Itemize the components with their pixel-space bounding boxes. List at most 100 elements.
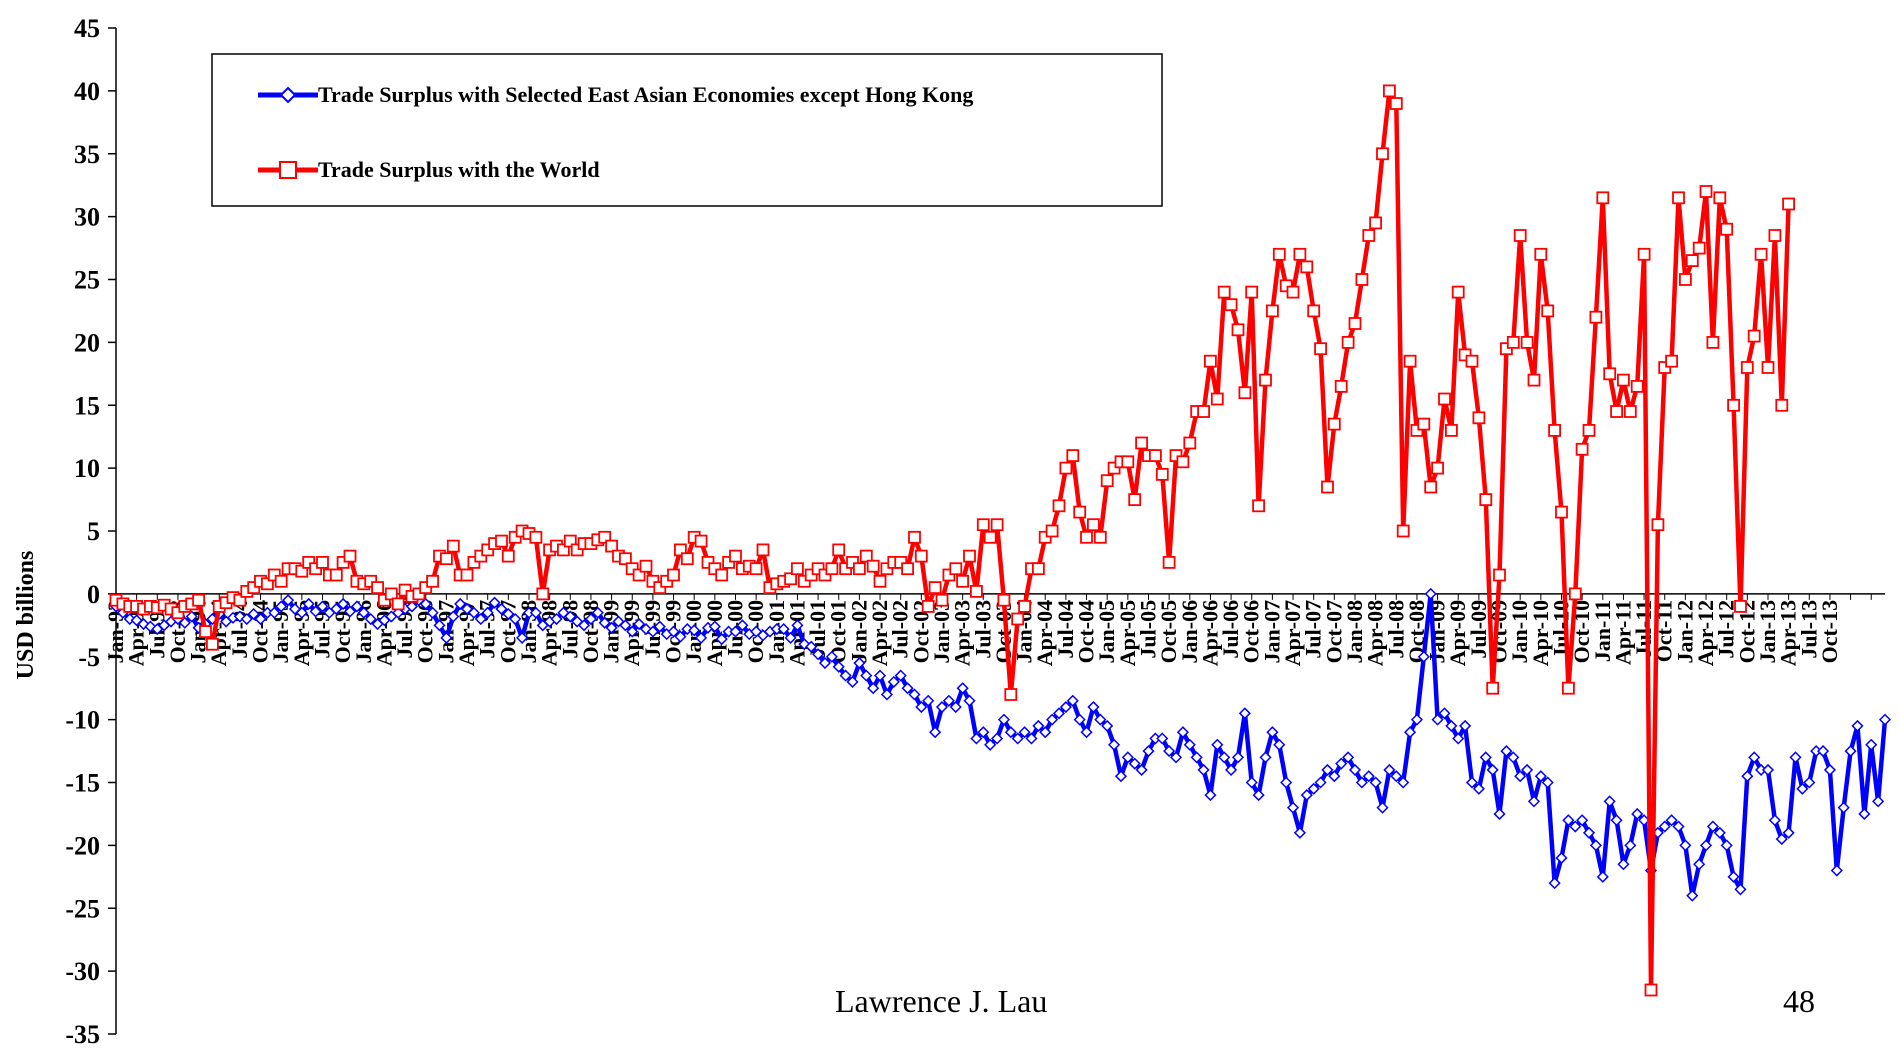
data-point-east-asia bbox=[1472, 782, 1485, 795]
data-point-world bbox=[997, 593, 1011, 607]
data-point-world bbox=[1417, 417, 1431, 431]
data-point-world bbox=[1603, 367, 1617, 381]
data-point-east-asia bbox=[247, 607, 260, 621]
data-point-east-asia bbox=[1410, 713, 1423, 726]
data-point-east-asia bbox=[1108, 738, 1121, 751]
data-point-east-asia bbox=[185, 610, 198, 623]
data-point-world bbox=[1479, 493, 1493, 507]
data-point-east-asia bbox=[825, 650, 838, 663]
data-point-world bbox=[1424, 480, 1438, 494]
data-point-world bbox=[1272, 247, 1286, 261]
data-point-east-asia bbox=[330, 602, 343, 616]
data-point-world bbox=[1644, 983, 1658, 997]
data-point-east-asia bbox=[426, 606, 439, 619]
data-point-world bbox=[1568, 587, 1582, 601]
data-point-world bbox=[921, 600, 935, 613]
data-point-east-asia bbox=[1562, 814, 1575, 827]
data-point-world bbox=[199, 625, 212, 638]
y-tick-label: 10 bbox=[74, 454, 100, 483]
data-point-east-asia bbox=[880, 688, 893, 701]
data-point-east-asia bbox=[1025, 732, 1038, 745]
data-point-east-asia bbox=[282, 594, 295, 607]
data-point-east-asia bbox=[1307, 782, 1320, 795]
legend-square-marker-icon bbox=[279, 161, 297, 179]
data-point-east-asia bbox=[1445, 719, 1458, 732]
data-point-east-asia bbox=[1548, 877, 1561, 890]
y-tick-label: 35 bbox=[74, 140, 100, 169]
data-point-east-asia bbox=[1066, 694, 1079, 707]
data-point-east-asia bbox=[1768, 814, 1781, 827]
data-point-east-asia bbox=[1259, 751, 1272, 764]
x-tick-label: Apr-12 bbox=[1693, 600, 1718, 666]
data-point-world bbox=[1369, 216, 1382, 230]
series-line-world bbox=[114, 88, 1791, 993]
x-tick-label: Jul-02 bbox=[888, 600, 913, 659]
data-point-east-asia bbox=[495, 602, 508, 616]
legend-diamond-marker-icon bbox=[279, 86, 297, 104]
data-point-east-asia bbox=[1761, 763, 1775, 776]
x-tick-label: Apr-13 bbox=[1776, 600, 1801, 666]
y-tick-label: 40 bbox=[74, 77, 100, 106]
data-point-east-asia bbox=[970, 732, 983, 745]
data-point-east-asia bbox=[1169, 751, 1183, 764]
data-point-world bbox=[1052, 499, 1066, 513]
data-point-east-asia bbox=[873, 669, 887, 682]
data-point-world bbox=[990, 518, 1004, 532]
data-point-east-asia bbox=[805, 640, 818, 653]
y-tick-label: 45 bbox=[74, 14, 100, 43]
data-point-world bbox=[1300, 260, 1314, 274]
data-point-east-asia bbox=[1596, 870, 1609, 883]
data-point-east-asia bbox=[1101, 719, 1114, 732]
data-point-east-asia bbox=[1713, 826, 1726, 839]
data-point-east-asia bbox=[1706, 820, 1719, 833]
data-point-world bbox=[501, 549, 515, 563]
data-point-east-asia bbox=[1438, 707, 1451, 720]
data-point-east-asia bbox=[1424, 587, 1437, 600]
data-point-east-asia bbox=[791, 619, 804, 632]
data-point-east-asia bbox=[867, 682, 880, 695]
data-point-east-asia bbox=[674, 630, 687, 643]
data-point-world bbox=[1727, 398, 1740, 412]
data-point-east-asia bbox=[977, 726, 990, 739]
data-point-east-asia bbox=[1342, 751, 1355, 764]
data-point-east-asia bbox=[1355, 776, 1368, 789]
data-point-world bbox=[1665, 354, 1678, 368]
data-point-world bbox=[233, 593, 247, 607]
data-point-east-asia bbox=[1128, 757, 1141, 770]
data-point-east-asia bbox=[736, 619, 749, 632]
x-tick-label: Jul-06 bbox=[1218, 600, 1243, 659]
data-point-east-asia bbox=[1631, 807, 1644, 820]
data-point-east-asia bbox=[846, 675, 859, 688]
data-point-east-asia bbox=[1816, 745, 1830, 758]
data-point-world bbox=[598, 530, 612, 544]
x-tick-label: Jul-07 bbox=[1301, 600, 1326, 659]
data-point-east-asia bbox=[1782, 826, 1795, 839]
data-point-east-asia bbox=[1280, 776, 1293, 789]
y-axis-label: USD billions bbox=[13, 551, 39, 680]
data-point-east-asia bbox=[619, 619, 632, 632]
data-point-east-asia bbox=[1293, 826, 1306, 839]
data-point-east-asia bbox=[1741, 770, 1754, 783]
data-point-east-asia bbox=[1314, 776, 1327, 789]
data-point-east-asia bbox=[295, 606, 308, 619]
legend-label-world: Trade Surplus with the World bbox=[318, 157, 600, 182]
data-point-world bbox=[295, 564, 309, 578]
data-point-east-asia bbox=[240, 612, 253, 626]
data-point-world bbox=[1245, 285, 1259, 299]
data-point-world bbox=[825, 562, 839, 576]
data-point-east-asia bbox=[343, 605, 357, 618]
data-point-east-asia bbox=[963, 694, 976, 707]
data-point-world bbox=[853, 562, 866, 576]
data-point-east-asia bbox=[1748, 751, 1761, 764]
y-tick-label: 30 bbox=[74, 203, 100, 232]
data-point-world bbox=[1073, 505, 1087, 519]
data-point-world bbox=[1403, 354, 1417, 368]
data-point-world bbox=[1747, 329, 1761, 343]
data-point-east-asia bbox=[1273, 738, 1286, 751]
data-point-east-asia bbox=[1397, 776, 1410, 789]
data-point-east-asia bbox=[1163, 745, 1176, 758]
y-tick-label: 15 bbox=[74, 391, 100, 420]
data-point-east-asia bbox=[1156, 732, 1169, 745]
data-point-world bbox=[1451, 285, 1465, 299]
data-point-world bbox=[1396, 524, 1410, 538]
